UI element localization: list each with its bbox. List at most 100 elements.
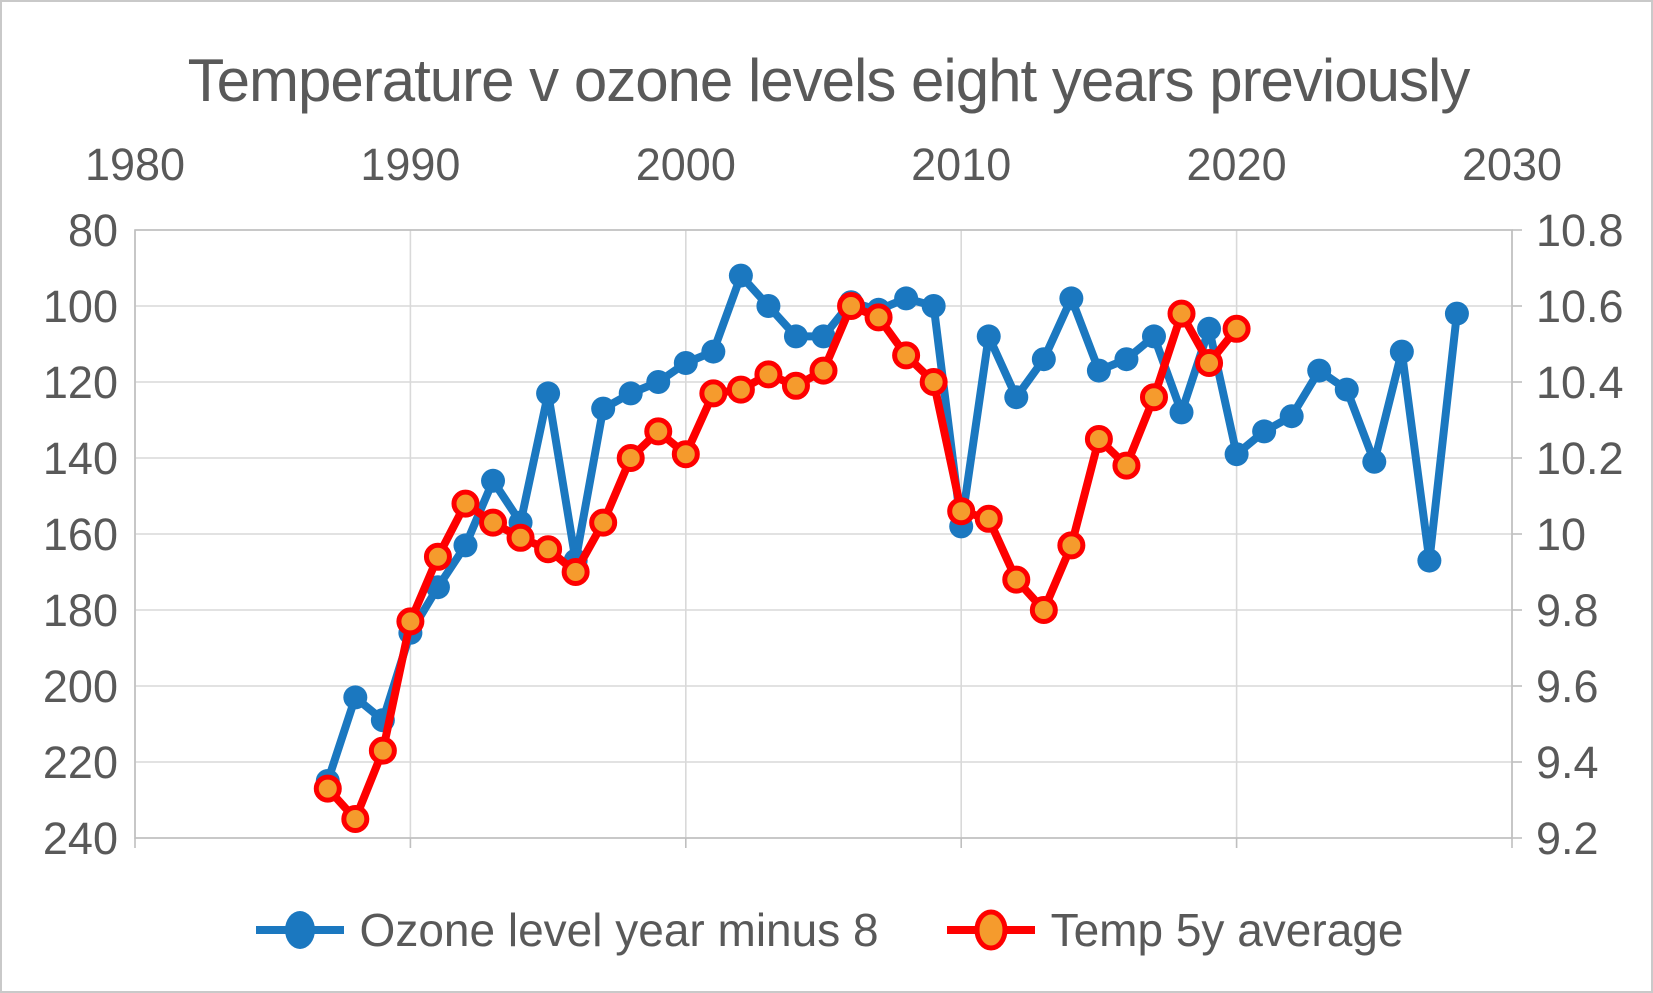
ozone-data-point [1279, 404, 1304, 429]
y-left-tick-label: 220 [43, 737, 118, 788]
temp-data-point [368, 736, 397, 765]
legend: Ozone level year minus 8 Temp 5y average [2, 903, 1651, 957]
y-left-tick-label: 180 [43, 585, 118, 636]
ozone-data-point [1141, 324, 1166, 349]
temp-data-point [1112, 451, 1141, 480]
temp-data-point [1195, 349, 1224, 377]
temp-data-point [1029, 596, 1058, 624]
temp-data-point [1084, 425, 1113, 453]
ozone-data-point [976, 324, 1001, 349]
y-right-tick-label: 9.8 [1536, 585, 1599, 636]
ozone-data-point [811, 324, 836, 349]
ozone-data-point [343, 685, 368, 710]
ozone-data-point [1197, 316, 1222, 341]
temp-data-point [1167, 299, 1196, 328]
ozone-data-point [756, 294, 781, 318]
y-left-tick-label: 80 [68, 205, 118, 256]
y-right-tick-label: 10.4 [1536, 357, 1624, 408]
temp-data-point [671, 440, 700, 469]
temp-data-point [974, 504, 1003, 533]
ozone-data-point [1389, 339, 1414, 364]
y-right-tick-label: 9.2 [1536, 813, 1599, 864]
temp-data-point [809, 356, 838, 385]
temp-data-point [726, 375, 755, 404]
temp-data-point [1057, 531, 1086, 560]
ozone-data-point [783, 324, 808, 349]
ozone-data-point [1004, 385, 1029, 410]
y-left-tick-label: 240 [43, 813, 118, 864]
temp-data-point [396, 607, 425, 636]
ozone-data-point [894, 286, 919, 311]
temp-data-point [837, 292, 866, 320]
y-left-tick-label: 160 [43, 509, 118, 560]
ozone-data-point [1224, 442, 1249, 467]
ozone-data-point [701, 339, 726, 364]
ozone-data-point [1417, 548, 1442, 573]
legend-item-temp: Temp 5y average [945, 903, 1404, 957]
temp-data-point [561, 558, 590, 586]
ozone-data-point [646, 370, 671, 394]
y-right-tick-label: 9.4 [1536, 737, 1599, 788]
y-right-tick-label: 10.8 [1536, 205, 1624, 256]
temp-data-point [534, 535, 563, 564]
ozone-legend-swatch-icon [255, 911, 344, 949]
ozone-data-point [453, 533, 478, 558]
legend-label-temp: Temp 5y average [1050, 904, 1404, 956]
ozone-data-point [1444, 301, 1469, 326]
ozone-data-point [1307, 358, 1332, 383]
temp-data-point [506, 523, 535, 552]
ozone-data-point [1334, 377, 1359, 402]
temp-data-point [341, 805, 370, 833]
x-axis-tick-label: 2030 [1462, 139, 1562, 190]
x-axis-tick-label: 2010 [911, 139, 1011, 190]
y-left-tick-label: 200 [43, 661, 118, 712]
temp-data-point [1002, 565, 1031, 594]
ozone-data-point [673, 351, 698, 375]
legend-item-ozone: Ozone level year minus 8 [254, 903, 879, 957]
temp-data-point [479, 508, 508, 537]
ozone-data-point [1086, 358, 1111, 383]
y-right-tick-label: 10.2 [1536, 433, 1624, 484]
temp-data-point [616, 444, 645, 472]
temp-data-point [699, 379, 728, 408]
y-left-tick-label: 120 [43, 357, 118, 408]
temp-series-line [323, 302, 1241, 823]
ozone-data-point [1059, 286, 1084, 311]
y-left-tick-label: 140 [43, 433, 118, 484]
ozone-data-point [425, 575, 450, 600]
x-axis-tick-label: 1990 [360, 139, 460, 190]
y-right-tick-label: 10 [1536, 509, 1586, 560]
temp-data-point [754, 360, 783, 389]
temp-legend-swatch-icon [946, 909, 1035, 951]
ozone-data-point [1114, 347, 1139, 372]
ozone-data-point [728, 263, 753, 288]
temp-data-point [313, 774, 342, 803]
ozone-data-point [1169, 400, 1194, 425]
y-right-tick-label: 9.6 [1536, 661, 1599, 712]
temp-data-point [947, 497, 976, 526]
ozone-data-point [1031, 347, 1056, 372]
temp-data-point [919, 368, 948, 396]
chart-title: Temperature v ozone levels eight years p… [187, 47, 1471, 114]
temp-data-point [423, 542, 452, 571]
temp-data-point [451, 489, 480, 518]
x-axis-tick-label: 2020 [1187, 139, 1287, 190]
ozone-data-point [921, 294, 946, 318]
temp-data-point [892, 341, 921, 370]
temp-data-point [1222, 314, 1251, 343]
ozone-data-point [591, 396, 616, 421]
temp-data-point [781, 371, 810, 400]
temp-data-point [589, 508, 618, 537]
x-axis-tick-label: 1980 [85, 139, 185, 190]
y-left-tick-label: 100 [43, 281, 118, 332]
ozone-data-point [481, 468, 506, 493]
y-right-tick-label: 10.6 [1536, 281, 1624, 332]
legend-label-ozone: Ozone level year minus 8 [359, 904, 879, 956]
temp-data-point [1139, 383, 1168, 412]
temp-data-point [864, 303, 893, 332]
ozone-data-point [536, 381, 561, 406]
ozone-data-point [618, 381, 643, 406]
temp-data-point [644, 417, 673, 446]
